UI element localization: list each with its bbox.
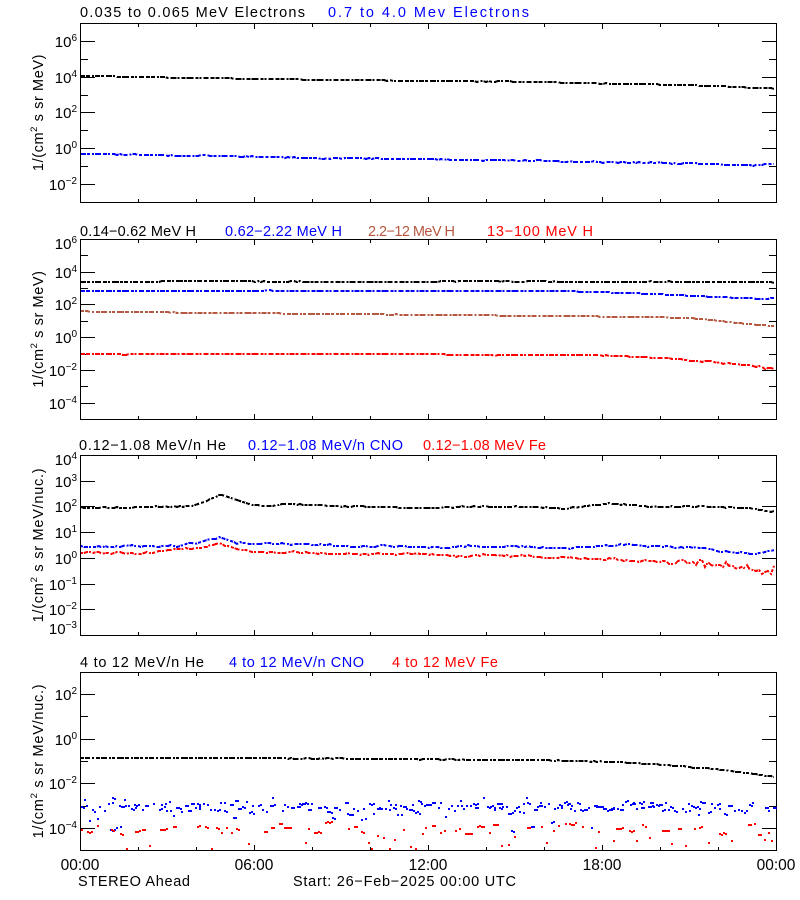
- svg-text:12:00: 12:00: [409, 857, 448, 874]
- svg-text:STEREO Ahead: STEREO Ahead: [78, 874, 190, 890]
- svg-text:00:00: 00:00: [757, 857, 796, 874]
- svg-text:13−100 MeV H: 13−100 MeV H: [487, 224, 593, 240]
- svg-text:0.12−1.08 MeV/n He: 0.12−1.08 MeV/n He: [79, 438, 226, 454]
- svg-text:4 to 12 MeV/n CNO: 4 to 12 MeV/n CNO: [229, 655, 364, 671]
- svg-text:4 to 12 MeV Fe: 4 to 12 MeV Fe: [392, 655, 498, 671]
- svg-text:Start: 26−Feb−2025 00:00 UTC: Start: 26−Feb−2025 00:00 UTC: [293, 874, 516, 890]
- svg-text:0.14−0.62 MeV H: 0.14−0.62 MeV H: [80, 224, 196, 240]
- svg-text:1/(cm2 s sr MeV/nuc.): 1/(cm2 s sr MeV/nuc.): [29, 684, 47, 839]
- svg-text:1/(cm2 s sr MeV): 1/(cm2 s sr MeV): [29, 54, 47, 171]
- svg-text:0.12−1.08 MeV/n CNO: 0.12−1.08 MeV/n CNO: [248, 438, 403, 454]
- svg-text:4 to 12 MeV/n He: 4 to 12 MeV/n He: [80, 655, 204, 671]
- svg-text:1/(cm2 s sr MeV): 1/(cm2 s sr MeV): [29, 270, 47, 387]
- svg-text:0.035 to 0.065 MeV Electrons: 0.035 to 0.065 MeV Electrons: [80, 5, 305, 21]
- svg-text:06:00: 06:00: [235, 857, 274, 874]
- svg-text:2.2−12 MeV H: 2.2−12 MeV H: [368, 224, 455, 240]
- svg-text:00:00: 00:00: [61, 857, 100, 874]
- svg-text:18:00: 18:00: [583, 857, 622, 874]
- svg-text:1/(cm2 s sr MeV/nuc.): 1/(cm2 s sr MeV/nuc.): [29, 468, 47, 623]
- svg-text:0.12−1.08 MeV Fe: 0.12−1.08 MeV Fe: [423, 438, 546, 454]
- svg-text:0.62−2.22 MeV H: 0.62−2.22 MeV H: [225, 224, 342, 240]
